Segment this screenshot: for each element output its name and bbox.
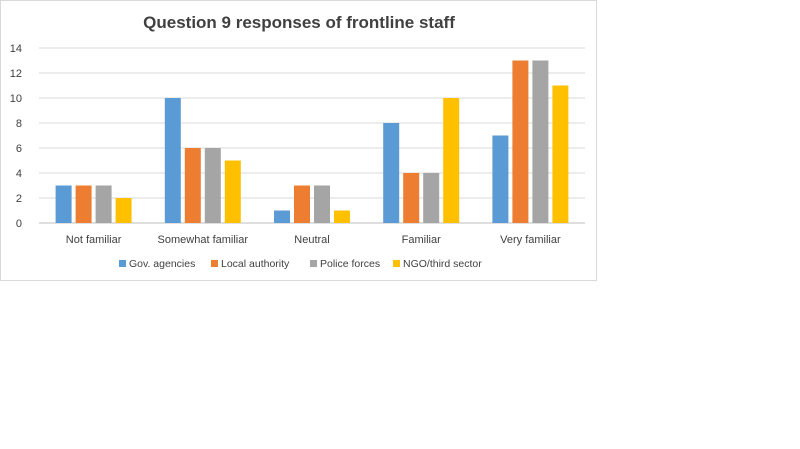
y-tick-label: 12: [10, 68, 22, 80]
bar-ngo-third-sector-3: [443, 98, 460, 223]
legend-label: Local authority: [221, 258, 290, 270]
y-axis-tick-labels: 0 2 4 6 8 10 12 14: [10, 43, 22, 230]
y-tick-label: 8: [16, 118, 22, 130]
bar-police-forces-4: [532, 60, 549, 223]
bar-gov-agencies-0: [55, 185, 72, 223]
x-tick-label: Not familiar: [66, 234, 122, 246]
bar-police-forces-0: [95, 185, 112, 223]
y-tick-label: 2: [16, 193, 22, 205]
x-tick-label: Very familiar: [500, 234, 561, 246]
bar-local-authority-3: [403, 173, 420, 223]
bar-ngo-third-sector-1: [224, 160, 241, 223]
legend-swatch: [310, 260, 317, 267]
x-axis-tick-labels: Not familiar Somewhat familiar Neutral Fami…: [66, 234, 561, 246]
bar-ngo-third-sector-0: [115, 198, 132, 223]
legend-swatch: [393, 260, 400, 267]
y-tick-label: 4: [16, 168, 22, 180]
x-tick-label: Familiar: [402, 234, 441, 246]
bar-gov-agencies-3: [383, 123, 400, 223]
bar-police-forces-2: [314, 185, 330, 223]
bar-gov-agencies-4: [492, 135, 509, 223]
legend-label: Police forces: [320, 258, 380, 270]
bar-chart: Question 9 responses of frontline staff …: [10, 13, 585, 270]
y-tick-label: 0: [16, 218, 22, 230]
bar-gov-agencies-2: [274, 210, 290, 223]
chart-frame: Question 9 responses of frontline staff …: [0, 0, 597, 281]
legend: Gov. agencies Local authority Police force…: [119, 258, 482, 270]
bar-police-forces-1: [204, 148, 221, 223]
bar-gov-agencies-1: [164, 98, 181, 223]
y-tick-label: 10: [10, 93, 22, 105]
legend-label: Gov. agencies: [129, 258, 195, 270]
bar-local-authority-0: [75, 185, 92, 223]
bar-police-forces-3: [423, 173, 440, 223]
bar-ngo-third-sector-2: [334, 210, 350, 223]
bar-local-authority-1: [184, 148, 201, 223]
chart-title: Question 9 responses of frontline staff: [143, 13, 455, 32]
y-tick-label: 6: [16, 143, 22, 155]
bar-local-authority-4: [512, 60, 529, 223]
legend-label: NGO/third sector: [403, 258, 482, 270]
x-tick-label: Neutral: [294, 234, 329, 246]
legend-swatch: [211, 260, 218, 267]
bar-local-authority-2: [294, 185, 310, 223]
x-tick-label: Somewhat familiar: [158, 234, 249, 246]
legend-swatch: [119, 260, 126, 267]
y-tick-label: 14: [10, 43, 22, 55]
bars: [55, 60, 569, 223]
bar-ngo-third-sector-4: [552, 85, 569, 223]
